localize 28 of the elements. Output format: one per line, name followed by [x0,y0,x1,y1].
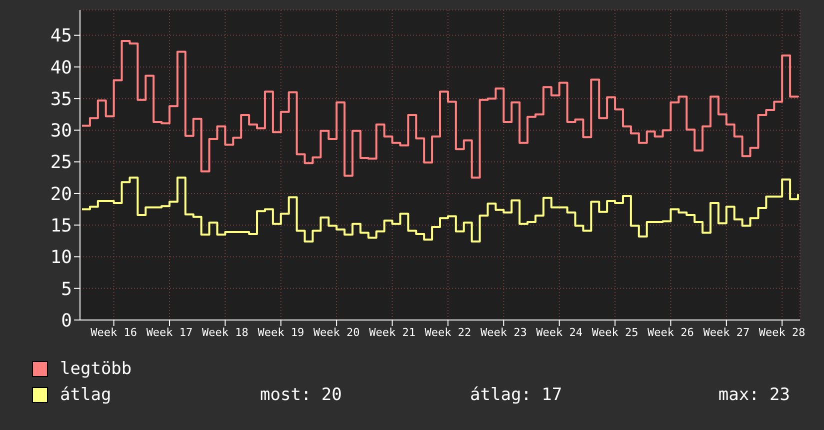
y-tick-label: 35 [50,88,72,110]
legend-label: legtöbb [60,359,133,379]
x-tick-label: Week 17 [146,326,193,339]
legend-label: átlag [60,385,112,405]
x-tick-label: Week 24 [536,326,583,339]
x-tick-label: Week 26 [648,326,694,339]
x-tick-label: Week 19 [258,326,304,339]
text: max: 23 [717,385,790,405]
y-tick-label: 30 [50,120,72,142]
x-tick-label: Week 22 [424,326,472,339]
y-tick-label: 20 [50,184,72,205]
y-tick-label: 10 [50,247,72,268]
x-tick-label: Week 27 [703,326,750,339]
x-tick-label: Week 21 [369,326,416,339]
text: átlag: 17 [470,385,564,405]
y-tick-label: 45 [50,26,72,47]
x-tick-label: Week 20 [313,326,360,339]
y-tick-label: 25 [50,152,72,174]
y-tick-label: 0 [61,310,72,332]
y-tick-label: 40 [50,57,72,78]
y-tick-label: 5 [61,278,72,300]
x-tick-label: Week 28 [758,326,806,339]
x-tick-label: Week 23 [480,326,527,339]
x-tick-label: Week 18 [202,326,248,339]
text: most: 20 [260,385,343,405]
x-tick-label: Week 25 [592,326,638,339]
y-tick-label: 15 [50,215,72,236]
x-tick-label: Week 16 [90,326,137,339]
